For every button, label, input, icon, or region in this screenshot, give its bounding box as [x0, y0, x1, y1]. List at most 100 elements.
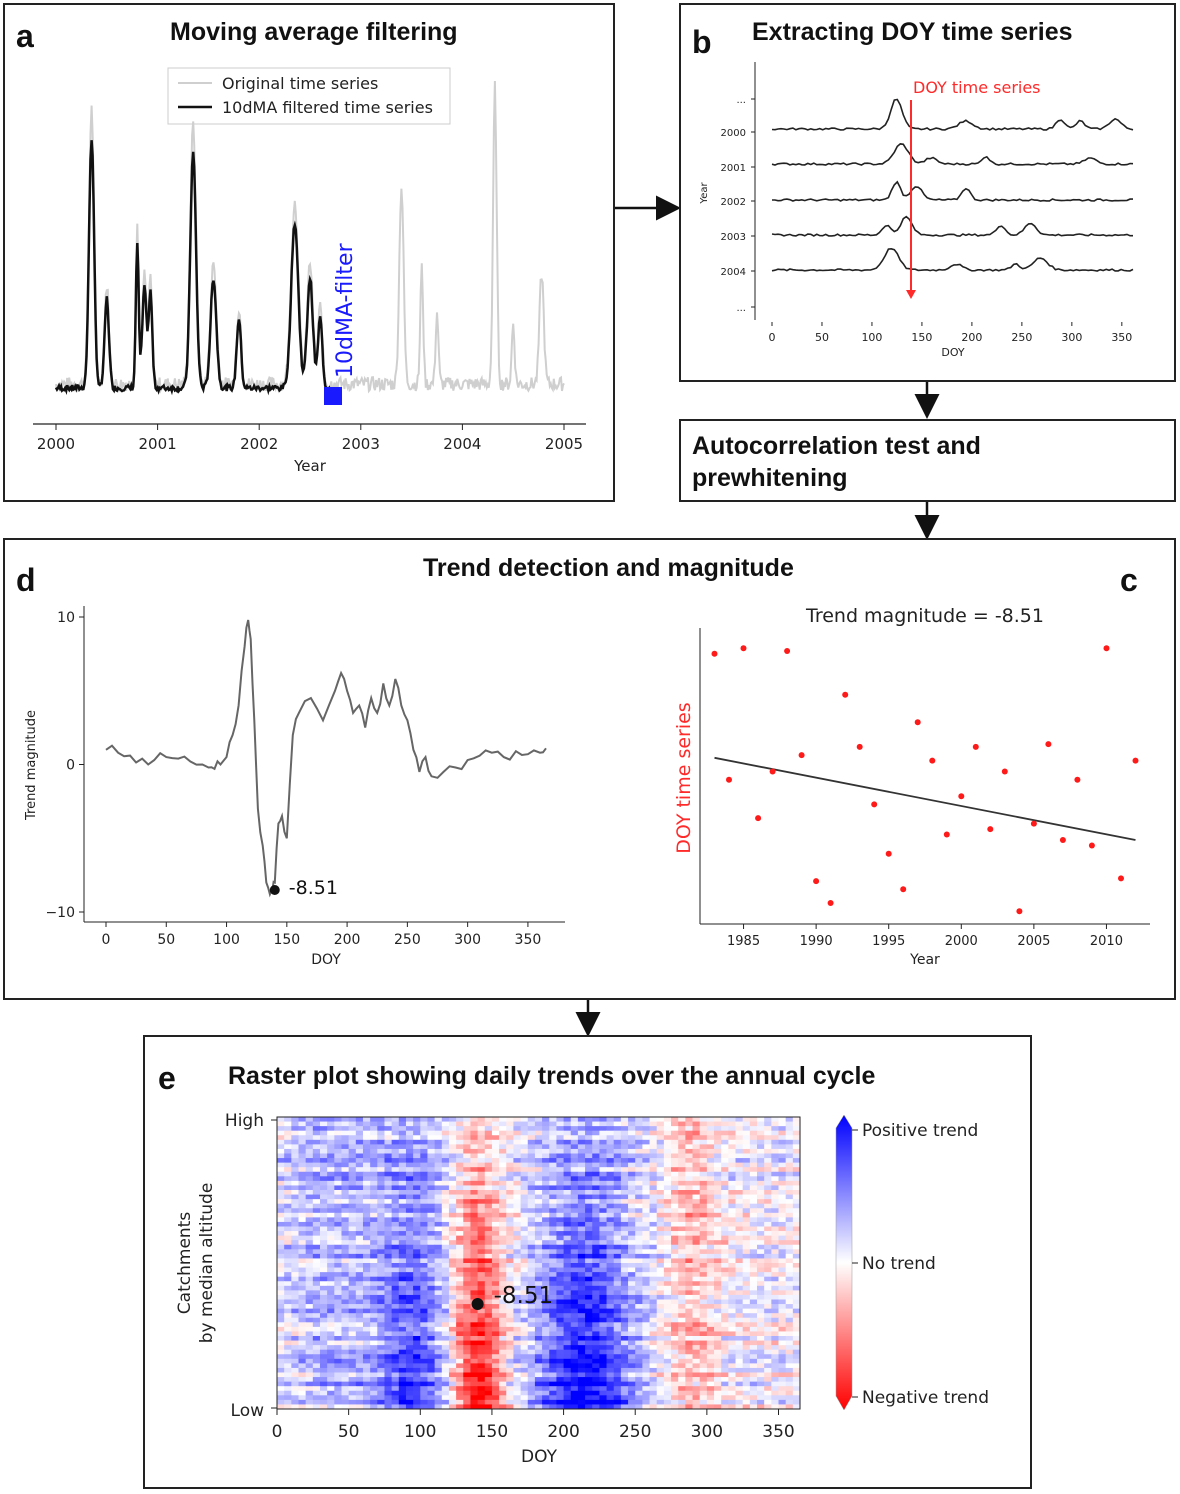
- raster-cell: [764, 1231, 772, 1237]
- raster-cell: [513, 1194, 521, 1200]
- raster-cell: [642, 1162, 650, 1168]
- raster-cell: [742, 1121, 751, 1127]
- raster-cell: [470, 1162, 478, 1168]
- raster-cell: [749, 1126, 758, 1132]
- raster-cell: [448, 1162, 457, 1168]
- raster-cell: [757, 1121, 765, 1127]
- raster-cell: [298, 1130, 307, 1136]
- raster-cell: [427, 1130, 436, 1136]
- raster-cell: [477, 1253, 486, 1259]
- raster-cell: [491, 1144, 500, 1150]
- raster-cell: [341, 1249, 350, 1255]
- raster-cell: [370, 1158, 378, 1164]
- raster-cell: [757, 1144, 765, 1150]
- raster-cell: [370, 1331, 378, 1337]
- raster-cell: [706, 1340, 715, 1346]
- raster-cell: [334, 1180, 342, 1186]
- raster-cell: [642, 1272, 650, 1278]
- raster-cell: [305, 1167, 314, 1173]
- raster-cell: [463, 1185, 471, 1191]
- raster-cell: [649, 1244, 658, 1250]
- raster-cell: [341, 1126, 350, 1132]
- raster-cell: [692, 1272, 701, 1278]
- raster-cell: [685, 1121, 693, 1127]
- raster-cell: [599, 1190, 607, 1195]
- raster-cell: [312, 1139, 321, 1145]
- raster-cell: [377, 1345, 385, 1351]
- raster-cell: [463, 1249, 471, 1255]
- raster-cell: [277, 1258, 285, 1264]
- raster-cell: [749, 1167, 758, 1173]
- raster-cell: [513, 1221, 521, 1227]
- raster-cell: [441, 1235, 450, 1241]
- raster-cell: [613, 1395, 622, 1401]
- raster-cell: [585, 1126, 593, 1132]
- raster-cell: [706, 1272, 715, 1278]
- raster-cell: [277, 1349, 285, 1355]
- raster-cell: [441, 1299, 450, 1305]
- raster-cell: [384, 1221, 393, 1227]
- raster-cell: [413, 1212, 421, 1218]
- raster-cell: [721, 1290, 729, 1296]
- raster-cell: [327, 1331, 335, 1337]
- raster-cell: [656, 1249, 665, 1255]
- raster-cell: [448, 1244, 457, 1250]
- raster-cell: [556, 1176, 564, 1182]
- raster-cell: [448, 1267, 457, 1273]
- raster-cell: [599, 1208, 607, 1214]
- raster-cell: [606, 1135, 615, 1141]
- raster-cell: [735, 1349, 744, 1355]
- raster-cell: [606, 1381, 615, 1387]
- raster-cell: [671, 1367, 679, 1373]
- raster-cell: [484, 1148, 493, 1154]
- raster-cell: [506, 1390, 514, 1396]
- raster-cell: [477, 1363, 486, 1369]
- raster-cell: [613, 1121, 622, 1127]
- raster-cell: [534, 1148, 543, 1154]
- raster-cell: [405, 1294, 414, 1300]
- raster-cell: [319, 1226, 328, 1232]
- raster-cell: [606, 1317, 615, 1323]
- raster-cell: [427, 1404, 436, 1410]
- raster-cell: [556, 1377, 564, 1383]
- raster-cell: [484, 1367, 493, 1373]
- raster-cell: [628, 1294, 636, 1300]
- raster-cell: [277, 1249, 285, 1255]
- raster-cell: [298, 1276, 307, 1282]
- raster-cell: [348, 1313, 357, 1319]
- raster-cell: [341, 1253, 350, 1259]
- raster-cell: [305, 1130, 314, 1136]
- raster-cell: [413, 1208, 421, 1214]
- raster-cell: [534, 1208, 543, 1214]
- raster-cell: [714, 1331, 722, 1337]
- raster-cell: [663, 1313, 672, 1319]
- raster-cell: [312, 1322, 321, 1328]
- raster-cell: [628, 1135, 636, 1141]
- raster-cell: [678, 1217, 686, 1223]
- raster-cell: [456, 1372, 464, 1378]
- raster-cell: [635, 1221, 643, 1227]
- raster-cell: [549, 1203, 557, 1209]
- raster-cell: [499, 1199, 507, 1205]
- raster-cell: [685, 1299, 693, 1305]
- raster-cell: [785, 1130, 794, 1136]
- raster-cell: [706, 1267, 715, 1273]
- raster-cell: [585, 1272, 593, 1278]
- raster-cell: [470, 1221, 478, 1227]
- y-tick-label: 2000: [721, 128, 746, 139]
- raster-cell: [441, 1322, 450, 1328]
- raster-cell: [671, 1167, 679, 1173]
- raster-cell: [312, 1153, 321, 1159]
- raster-cell: [370, 1399, 378, 1405]
- y-tick-low: Low: [231, 1401, 265, 1421]
- raster-cell: [398, 1372, 407, 1378]
- raster-cell: [277, 1281, 285, 1287]
- raster-cell: [577, 1180, 586, 1186]
- raster-cell: [391, 1404, 400, 1410]
- raster-cell: [362, 1212, 371, 1218]
- raster-cell: [628, 1372, 636, 1378]
- raster-cell: [613, 1304, 622, 1310]
- raster-cell: [305, 1399, 314, 1405]
- raster-cell: [348, 1121, 357, 1127]
- raster-cell: [427, 1244, 436, 1250]
